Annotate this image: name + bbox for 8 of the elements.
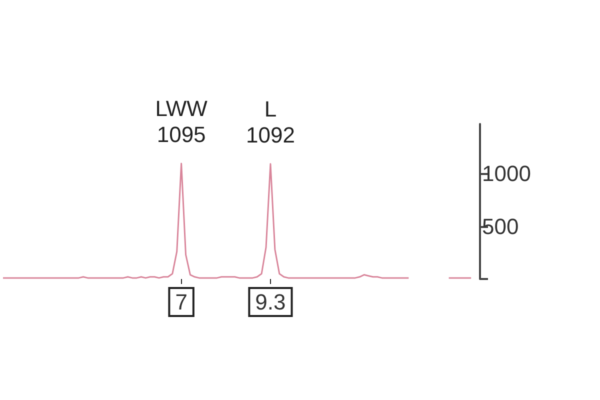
x-tick-label: 7	[175, 290, 188, 314]
x-tick-label: 9.3	[255, 290, 286, 314]
text: L	[264, 96, 277, 122]
y-tick-label: 1000	[482, 161, 531, 186]
data-label: 1092	[246, 122, 295, 148]
text: LWW	[155, 96, 208, 122]
data-label: 1095	[156, 122, 206, 148]
y-tick-label: 500	[482, 214, 519, 239]
